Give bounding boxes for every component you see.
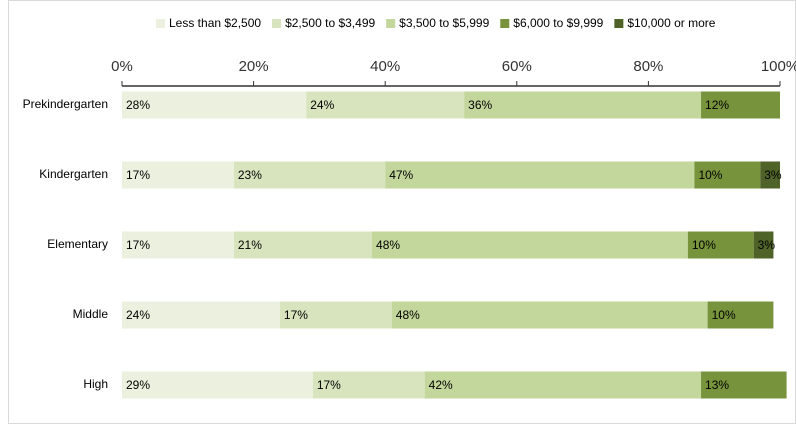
x-tick-label: 20% (239, 58, 269, 75)
bar-segment (760, 161, 780, 189)
data-label: 17% (284, 308, 308, 322)
data-label: 36% (468, 98, 492, 112)
data-label: 12% (705, 98, 729, 112)
x-tick-label: 80% (633, 58, 663, 75)
data-label: 24% (126, 308, 150, 322)
bar-segment (707, 301, 774, 329)
bar-segment (694, 161, 761, 189)
data-label: 10% (698, 168, 722, 182)
data-label: 21% (238, 238, 262, 252)
data-label: 3% (764, 168, 782, 182)
y-tick-label: Kindergarten (39, 167, 108, 181)
bar-segment (391, 301, 708, 329)
bar-segment (424, 371, 702, 399)
x-tick-label: 60% (502, 58, 532, 75)
bar-segment (464, 91, 702, 119)
legend-swatch (500, 19, 510, 28)
bar-segment (233, 161, 386, 189)
chart-border (8, 0, 796, 424)
legend-swatch (156, 19, 165, 28)
y-tick-label: Prekindergarten (23, 97, 108, 111)
data-label: 24% (310, 98, 334, 112)
bar-segment (122, 231, 234, 259)
bar-segment (122, 301, 280, 329)
bar-segment (385, 161, 695, 189)
legend-label: $3,500 to $5,999 (399, 16, 489, 30)
legend-swatch (272, 19, 282, 28)
data-label: 48% (396, 308, 420, 322)
legend-label: $10,000 or more (627, 16, 715, 30)
data-label: 10% (712, 308, 736, 322)
bar-segment (701, 91, 780, 119)
data-label: 17% (126, 238, 150, 252)
x-tick-label: 0% (111, 58, 133, 75)
data-label: 29% (126, 378, 150, 392)
legend-label: $2,500 to $3,499 (285, 16, 375, 30)
legend-swatch (386, 19, 396, 28)
bar-segment (122, 91, 307, 119)
data-label: 23% (238, 168, 262, 182)
bar-segment (279, 301, 392, 329)
data-label: 48% (376, 238, 400, 252)
data-label: 3% (758, 238, 776, 252)
bar-segment (306, 91, 465, 119)
bar-segment (372, 231, 688, 259)
data-label: 47% (389, 168, 413, 182)
bar-segment (753, 231, 774, 259)
y-tick-label: Elementary (47, 237, 108, 251)
data-label: 17% (317, 378, 341, 392)
bar-segment (122, 161, 234, 189)
legend-label: $6,000 to $9,999 (513, 16, 603, 30)
y-tick-label: High (83, 377, 108, 391)
bar-segment (122, 371, 313, 399)
y-tick-label: Middle (73, 307, 109, 321)
bar-segment (233, 231, 373, 259)
legend-swatch (614, 19, 624, 28)
bar-segment (687, 231, 754, 259)
data-label: 17% (126, 168, 150, 182)
data-label: 28% (126, 98, 150, 112)
bar-segment (312, 371, 425, 399)
x-tick-label: 40% (370, 58, 400, 75)
data-label: 42% (429, 378, 453, 392)
bar-segment (701, 371, 787, 399)
x-tick-label: 100% (761, 58, 796, 75)
data-label: 10% (692, 238, 716, 252)
legend-label: Less than $2,500 (169, 16, 261, 30)
data-label: 13% (705, 378, 729, 392)
